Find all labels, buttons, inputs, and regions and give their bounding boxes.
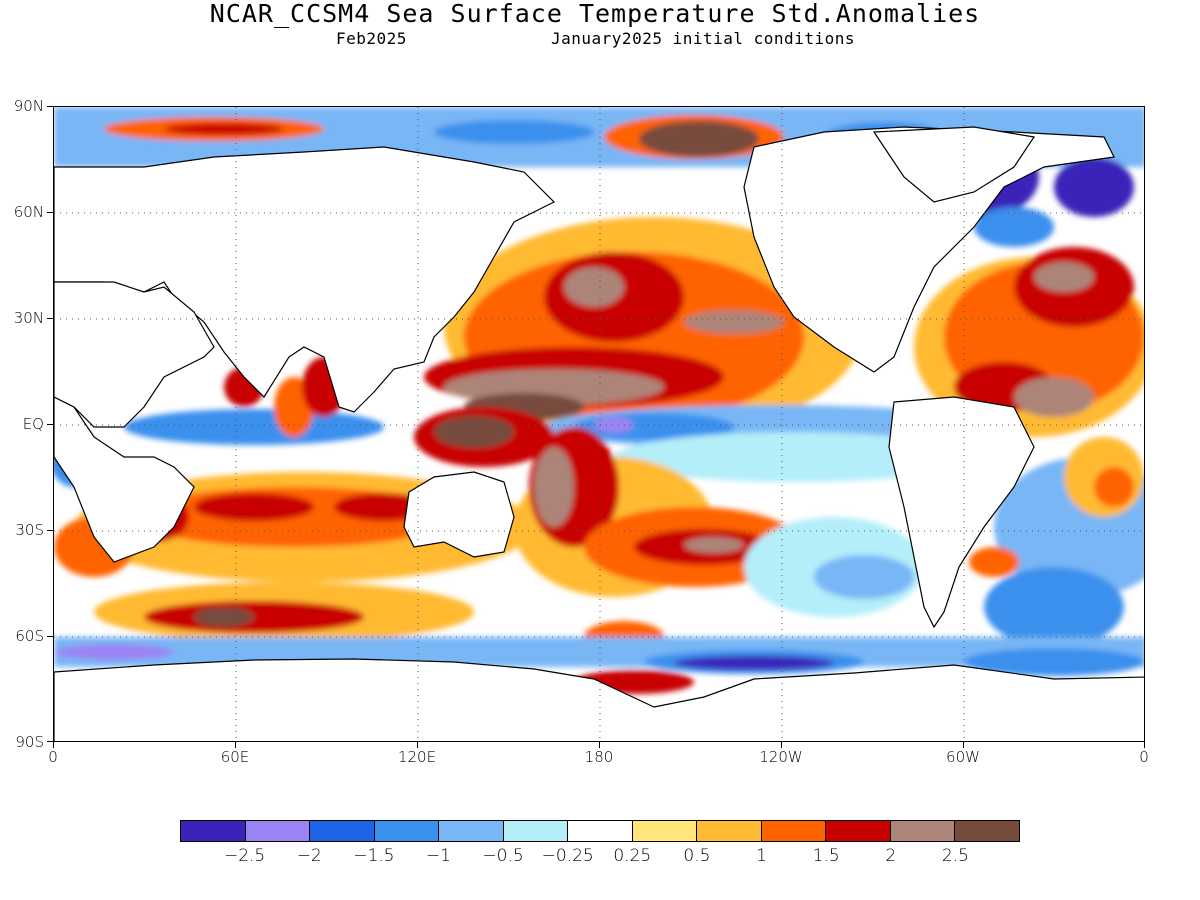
colorbar-swatch [439,821,504,841]
colorbar-label: −2.5 [223,846,266,866]
colorbar-label: −1.5 [353,846,395,866]
lat-label-30n: 30N [13,309,44,327]
lon-label-60e: 60E [220,748,250,766]
colorbar-swatch [697,821,762,841]
colorbar-swatch [826,821,891,841]
colorbar-swatch [181,821,246,841]
colorbar-label: 2 [885,846,897,866]
colorbar-swatch [890,821,956,841]
colorbar-label: 2.5 [941,846,969,866]
lat-label-30s: 30S [15,521,44,539]
colorbar-label: −2 [296,846,322,866]
colorbar-swatch [310,821,375,841]
lat-label-60s: 60S [15,627,44,645]
lon-tick [599,742,600,748]
colorbar [180,820,1020,842]
colorbar-swatch [568,821,633,841]
colorbar-label: −0.5 [482,846,524,866]
lat-label-eq: EQ [22,415,44,433]
colorbar-swatch [245,821,311,841]
lat-tick [47,212,53,213]
colorbar-label: 0.25 [613,846,652,866]
lon-tick [53,742,54,748]
colorbar-swatch [955,821,1019,841]
lon-tick [781,742,782,748]
lon-label-120e: 120E [397,748,437,766]
lat-tick [47,318,53,319]
lat-tick [47,741,53,742]
initial-conditions-label: January2025 initial conditions [551,29,855,48]
colorbar-swatch [632,821,698,841]
lat-tick [47,636,53,637]
lon-tick [417,742,418,748]
lon-label-0: 0 [48,748,58,766]
lon-tick [1144,742,1145,748]
lon-tick [235,742,236,748]
colorbar-label: 1 [756,846,767,866]
colorbar-label: −1 [425,846,451,866]
valid-month-label: Feb2025 [336,29,407,48]
lat-tick [47,106,53,107]
lon-label-0-east: 0 [1139,748,1149,766]
lat-label-60n: 60N [13,203,44,221]
chart-title: NCAR_CCSM4 Sea Surface Temperature Std.A… [209,0,981,28]
lat-label-90n: 90N [13,97,44,115]
colorbar-label: −0.25 [541,846,594,866]
lon-tick [963,742,964,748]
colorbar-label: 1.5 [812,846,840,866]
lon-label-60w: 60W [946,748,980,766]
lon-label-120w: 120W [759,748,803,766]
lat-tick [47,424,53,425]
lon-label-180: 180 [584,748,614,766]
colorbar-label: 0.5 [683,846,711,866]
sst-anomaly-map [53,106,1145,742]
sst-anomaly-field [54,107,1144,741]
colorbar-swatch [761,821,827,841]
lat-tick [47,530,53,531]
colorbar-swatch [503,821,569,841]
lat-label-90s: 90S [15,733,44,751]
colorbar-swatch [374,821,440,841]
